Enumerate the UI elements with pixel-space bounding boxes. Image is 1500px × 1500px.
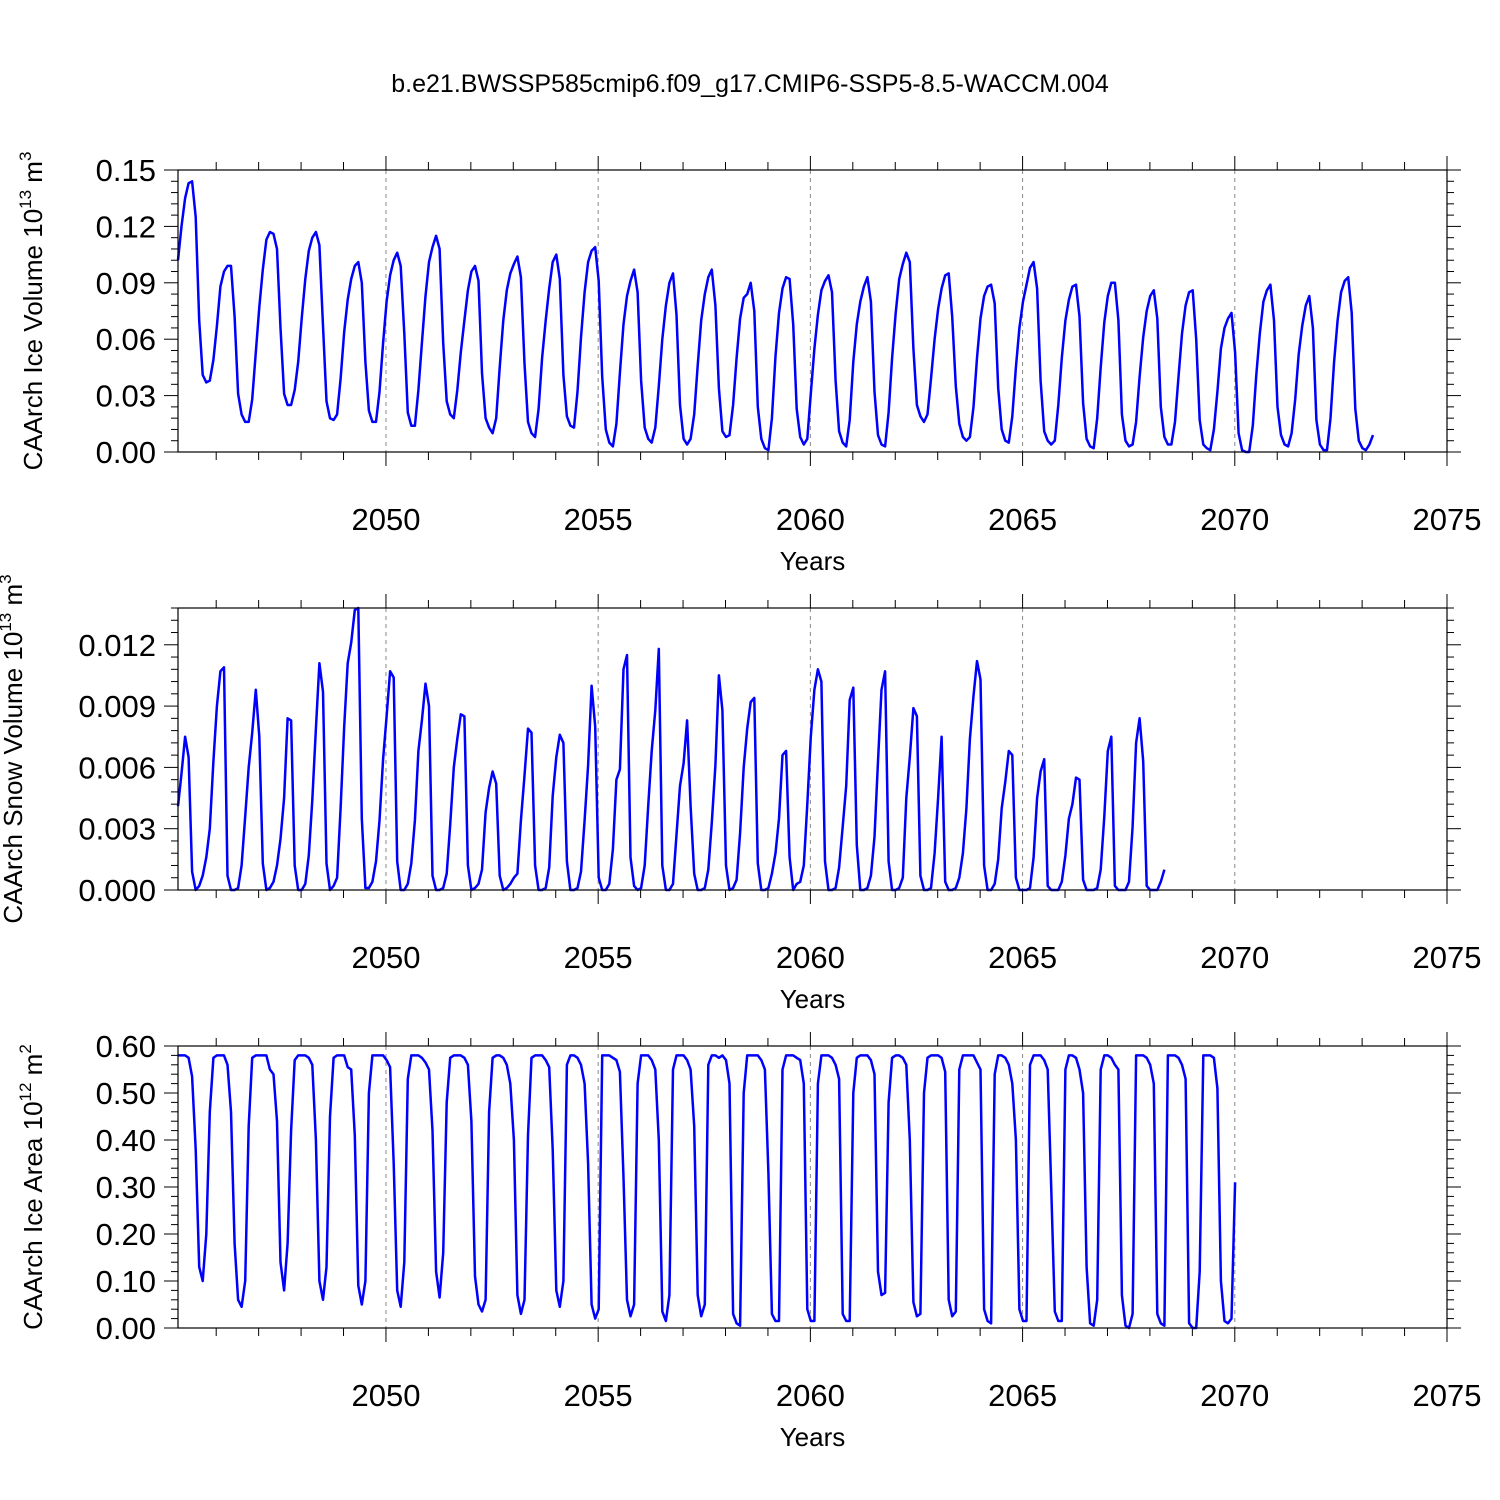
y-tick-label: 0.00 bbox=[96, 435, 156, 470]
y-tick-label: 0.15 bbox=[96, 153, 156, 188]
y-axis-label: CAArch Snow Volume 1013 m3 bbox=[0, 574, 28, 923]
y-tick-label: 0.09 bbox=[96, 266, 156, 301]
y-tick-label: 0.20 bbox=[96, 1217, 156, 1252]
x-tick-label: 2070 bbox=[1200, 940, 1269, 975]
y-tick-label: 0.012 bbox=[78, 628, 156, 663]
x-axis-label: Years bbox=[780, 1422, 846, 1452]
x-tick-label: 2070 bbox=[1200, 502, 1269, 537]
figure-title: b.e21.BWSSP585cmip6.f09_g17.CMIP6-SSP5-8… bbox=[391, 70, 1109, 98]
chart-panel-3: 0.00 0.10 0.20 0.30 0.40 0.50 0.60 2050 2055 2060… bbox=[16, 1029, 1481, 1452]
x-tick-label: 2075 bbox=[1413, 1378, 1482, 1413]
y-axis-label: CAArch Ice Area 1012 m2 bbox=[16, 1044, 48, 1330]
y-tick-label: 0.60 bbox=[96, 1029, 156, 1064]
x-tick-label: 2065 bbox=[988, 1378, 1057, 1413]
x-tick-label: 2060 bbox=[776, 502, 845, 537]
y-tick-label: 0.12 bbox=[96, 209, 156, 244]
x-tick-label: 2065 bbox=[988, 502, 1057, 537]
x-tick-label: 2065 bbox=[988, 940, 1057, 975]
x-tick-label: 2050 bbox=[351, 502, 420, 537]
x-tick-label: 2055 bbox=[564, 940, 633, 975]
y-tick-label: 0.000 bbox=[78, 873, 156, 908]
y-tick-label: 0.006 bbox=[78, 750, 156, 785]
x-tick-label: 2070 bbox=[1200, 1378, 1269, 1413]
y-tick-label: 0.50 bbox=[96, 1076, 156, 1111]
x-tick-label: 2075 bbox=[1413, 502, 1482, 537]
y-tick-label: 0.03 bbox=[96, 379, 156, 414]
x-axis-label: Years bbox=[780, 984, 846, 1014]
series-line bbox=[176, 606, 1166, 892]
y-tick-label: 0.10 bbox=[96, 1264, 156, 1299]
x-tick-label: 2055 bbox=[564, 502, 633, 537]
series-line bbox=[178, 1054, 1237, 1330]
x-tick-label: 2050 bbox=[351, 1378, 420, 1413]
y-tick-label: 0.009 bbox=[78, 689, 156, 724]
x-tick-label: 2060 bbox=[776, 1378, 845, 1413]
x-tick-label: 2050 bbox=[351, 940, 420, 975]
chart-panel-1: 0.00 0.03 0.06 0.09 0.12 0.15 2050 2055 2060 2065… bbox=[16, 152, 1481, 576]
x-tick-label: 2055 bbox=[564, 1378, 633, 1413]
plot-frame bbox=[177, 1045, 1448, 1329]
chart-panel-2: 0.000 0.003 0.006 0.009 0.012 2050 2055 2060 206… bbox=[0, 574, 1481, 1014]
plot-frame bbox=[177, 169, 1448, 453]
x-tick-label: 2060 bbox=[776, 940, 845, 975]
y-tick-label: 0.40 bbox=[96, 1123, 156, 1158]
y-axis-label: CAArch Ice Volume 1013 m3 bbox=[16, 152, 48, 471]
x-axis-label: Years bbox=[780, 546, 846, 576]
y-tick-label: 0.06 bbox=[96, 322, 156, 357]
plot-frame bbox=[177, 607, 1448, 891]
x-tick-label: 2075 bbox=[1413, 940, 1482, 975]
y-tick-label: 0.003 bbox=[78, 812, 156, 847]
y-tick-label: 0.00 bbox=[96, 1311, 156, 1346]
y-tick-label: 0.30 bbox=[96, 1170, 156, 1205]
series-line bbox=[176, 180, 1375, 454]
